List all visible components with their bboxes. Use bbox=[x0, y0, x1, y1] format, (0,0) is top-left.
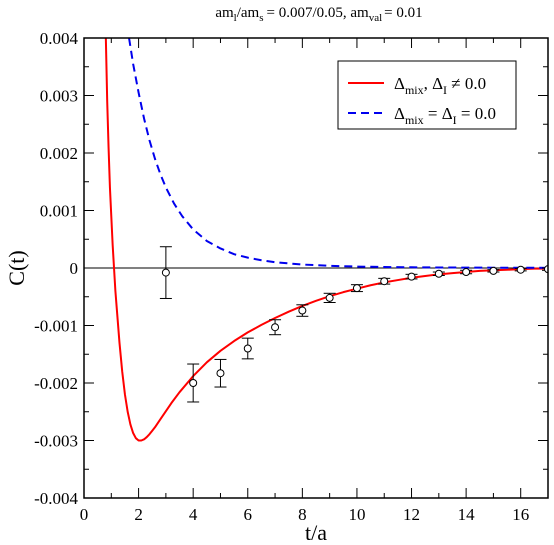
data-point bbox=[462, 268, 471, 277]
data-point bbox=[189, 379, 198, 387]
x-tick-label: 14 bbox=[458, 505, 476, 524]
data-point bbox=[489, 266, 498, 275]
legend-label-dashed: Δmix = ΔI = 0.0 bbox=[394, 104, 496, 127]
data-point bbox=[544, 265, 548, 274]
x-tick-label: 16 bbox=[512, 505, 529, 524]
data-point bbox=[216, 369, 225, 378]
data-point bbox=[243, 344, 252, 353]
y-tick-label: -0.001 bbox=[34, 317, 78, 336]
series bbox=[104, 38, 548, 442]
x-tick-label: 10 bbox=[348, 505, 365, 524]
x-tick-label: 0 bbox=[80, 505, 89, 524]
data-point bbox=[434, 269, 443, 278]
data-point bbox=[298, 306, 307, 315]
y-tick-label: -0.002 bbox=[34, 374, 78, 393]
data-point bbox=[325, 293, 334, 302]
legend-label-solid: Δmix, ΔI ≠ 0.0 bbox=[394, 74, 486, 97]
series-line-solid bbox=[104, 38, 548, 442]
data-point bbox=[380, 277, 389, 286]
y-tick-label: -0.004 bbox=[34, 489, 78, 508]
y-tick-labels: -0.004 -0.003 -0.002 -0.001 0 0.001 0.002 0.003… bbox=[34, 29, 78, 508]
y-tick-label: 0 bbox=[70, 259, 79, 278]
y-tick-label: 0.001 bbox=[40, 202, 78, 221]
y-tick-label: -0.003 bbox=[34, 432, 78, 451]
x-tick-label: 8 bbox=[298, 505, 307, 524]
plot-frame bbox=[83, 37, 549, 499]
data-point bbox=[352, 284, 361, 293]
data-point bbox=[516, 265, 525, 274]
chart-title: aml/ams = 0.007/0.05, amval = 0.01 bbox=[215, 5, 422, 24]
series-line-dashed bbox=[128, 38, 548, 269]
y-tick-label: 0.002 bbox=[40, 144, 78, 163]
legend: Δmix, ΔI ≠ 0.0 Δmix = ΔI = 0.0 bbox=[337, 60, 517, 130]
y-tick-label: 0.004 bbox=[40, 29, 79, 48]
x-axis-label: t/a bbox=[305, 520, 327, 545]
data-point bbox=[271, 323, 280, 332]
x-tick-label: 12 bbox=[403, 505, 420, 524]
data-point bbox=[161, 268, 170, 277]
y-tick-label: 0.003 bbox=[40, 87, 78, 106]
data-point bbox=[407, 272, 416, 281]
x-tick-labels: 0 2 4 6 8 10 12 14 16 bbox=[80, 505, 529, 524]
legend-box bbox=[337, 60, 517, 130]
x-tick-label: 2 bbox=[134, 505, 143, 524]
data-points bbox=[159, 246, 548, 403]
y-axis-label: C(t) bbox=[4, 250, 29, 285]
x-tick-label: 6 bbox=[244, 505, 253, 524]
x-tick-label: 4 bbox=[189, 505, 198, 524]
